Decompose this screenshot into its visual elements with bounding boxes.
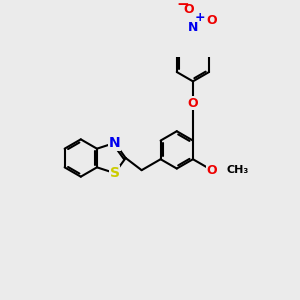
- Text: +: +: [195, 11, 206, 24]
- Text: O: O: [207, 164, 217, 177]
- Text: N: N: [188, 21, 198, 34]
- Text: O: O: [206, 14, 217, 27]
- Text: O: O: [183, 3, 194, 16]
- Text: −: −: [177, 0, 189, 12]
- Text: N: N: [109, 136, 121, 150]
- Text: S: S: [110, 166, 120, 180]
- Text: O: O: [188, 97, 198, 110]
- Text: CH₃: CH₃: [226, 165, 249, 175]
